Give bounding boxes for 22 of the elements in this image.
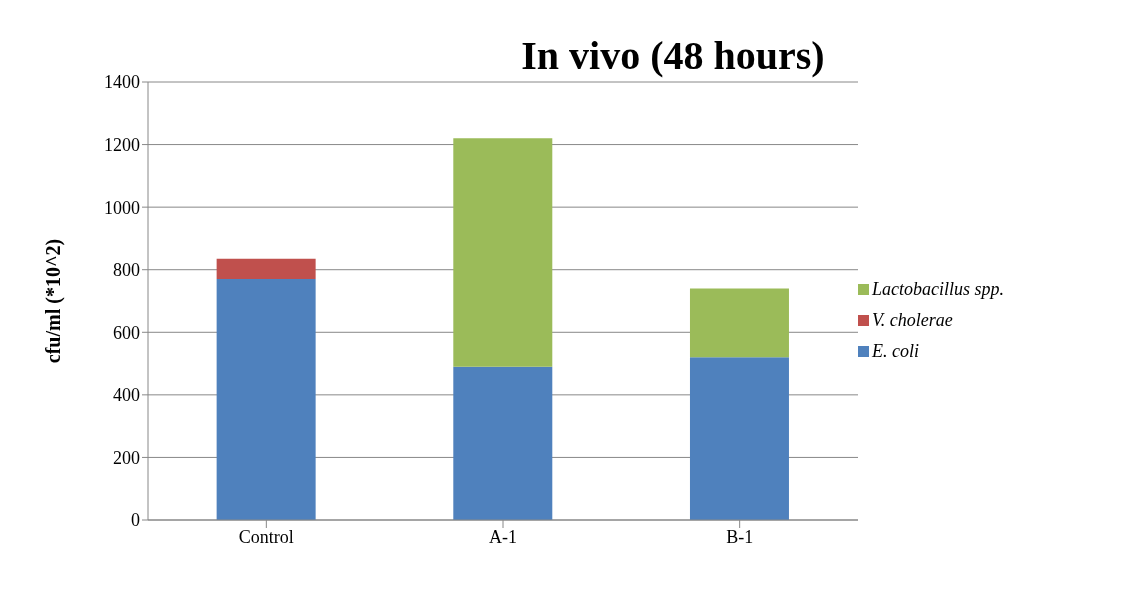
x-tick-label: A-1 bbox=[489, 526, 517, 547]
x-tick-label: Control bbox=[238, 526, 294, 547]
legend-label: Lactobacillus spp. bbox=[872, 278, 1005, 300]
y-tick-label: 0 bbox=[131, 510, 140, 531]
y-tick-label: 600 bbox=[113, 322, 140, 343]
y-axis-title: cfu/ml (*10^2) bbox=[42, 238, 66, 364]
bar bbox=[216, 258, 316, 280]
y-tick-label: 200 bbox=[113, 447, 140, 468]
y-tick-label: 1200 bbox=[104, 134, 140, 155]
y-tick-label: 800 bbox=[113, 260, 140, 281]
bar bbox=[689, 288, 789, 358]
bar bbox=[453, 366, 553, 520]
chart-title: In vivo (48 hours) bbox=[520, 32, 826, 78]
bar bbox=[689, 357, 789, 520]
bar bbox=[216, 279, 316, 520]
y-tick-label: 1400 bbox=[104, 72, 140, 93]
y-tick-label: 400 bbox=[113, 385, 140, 406]
y-tick-label: 1000 bbox=[104, 197, 140, 218]
bar bbox=[453, 138, 553, 367]
legend-label: E. coli bbox=[872, 340, 919, 362]
x-tick-label: B-1 bbox=[726, 526, 754, 547]
legend-label: V. cholerae bbox=[872, 309, 953, 331]
